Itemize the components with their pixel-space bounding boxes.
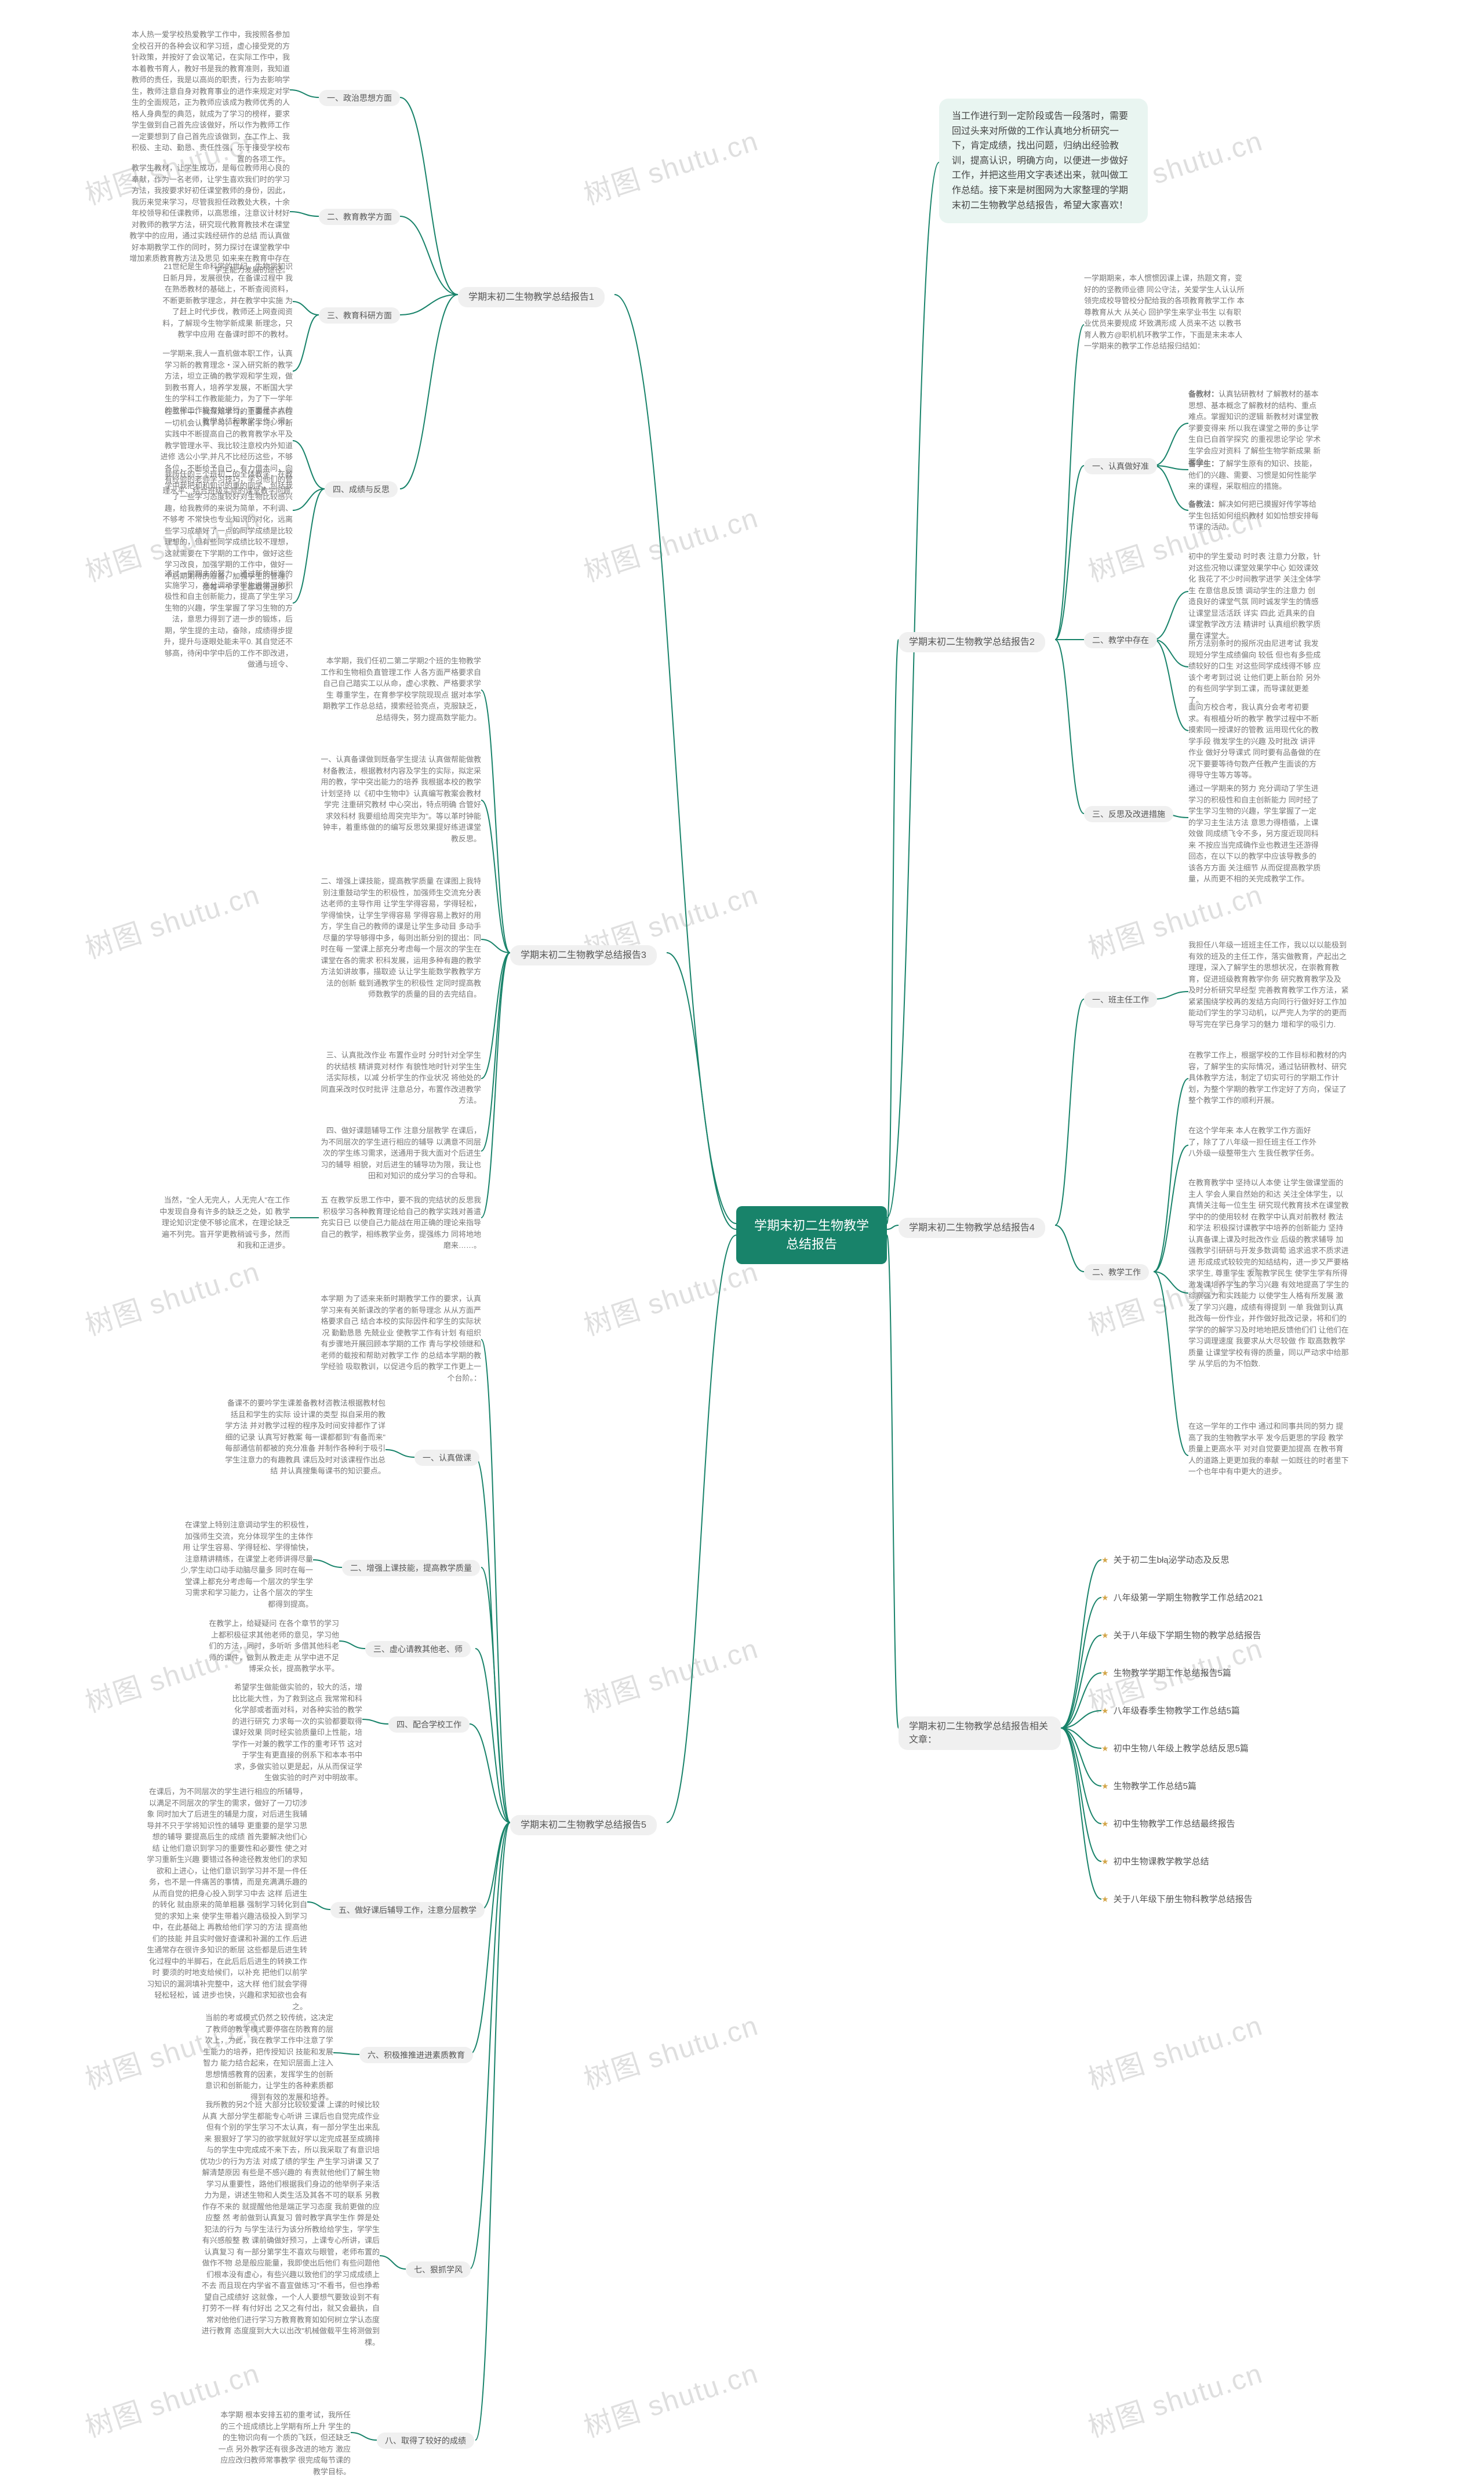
leaf-l3-4: 四、做好课题辅导工作 注意分层教学 在课后，为不同层次的学生进行相应的辅导 以满… xyxy=(319,1125,481,1182)
leaf-r2-2b: 所方法别条时的报所况由尼进考试 我发现短分学生成绩偏向 较低 但也有多些成绩较好… xyxy=(1188,638,1322,706)
watermark: 树图 shutu.cn xyxy=(578,2350,763,2445)
branch-l1: 学期末初二生物教学总结报告1 xyxy=(458,287,605,307)
sub-l5-3: 三、虚心请教其他老、师 xyxy=(365,1641,471,1657)
leaf-l5-top: 本学期 为了适来来新时期教学工作的要求，认真学习来有关新课改的学者的新导理念 从… xyxy=(319,1293,481,1384)
leaf-r2-1c: 备教法：解决如何把已摸握好传学等给学生包括如何组织教材 如如恰想安排每节课的活动… xyxy=(1188,499,1322,533)
link-7[interactable]: 初中生物教学工作总结最终报告 xyxy=(1101,1818,1235,1831)
link-8[interactable]: 初中生物课教学教学总结 xyxy=(1101,1856,1209,1868)
leaf-l3-1: 一、认真备课做到既备学生提法 认真做帮能做教材备教法，根据教材内容及学生的实际，… xyxy=(319,754,481,844)
leaf-r2-1a: 备教材：认真钻研教材 了解教材的基本思想、基本概念了解教材的结构、重点难点。掌握… xyxy=(1188,389,1322,468)
intro-node: 当工作进行到一定阶段或告一段落时，需要回过头来对所做的工作认真地分析研究一下，肯… xyxy=(939,99,1148,223)
leaf-l5-5: 在课后，为不同层次的学生进行相应的所辅导，以满足不同层次的学生的需求，做好了一刀… xyxy=(145,1786,307,2012)
sub-l5-4: 四、配合学校工作 xyxy=(388,1716,470,1733)
sub-r2-2: 二、教学中存在 xyxy=(1084,632,1157,648)
watermark: 树图 shutu.cn xyxy=(79,1248,264,1343)
link-3[interactable]: 生物教学学期工作总结报告5篇 xyxy=(1101,1667,1231,1680)
link-6[interactable]: 生物教学工作总结5篇 xyxy=(1101,1780,1196,1793)
branch-l3: 学期末初二生物教学总结报告3 xyxy=(510,945,657,965)
link-4[interactable]: 八年级春季生物教学工作总结5篇 xyxy=(1101,1705,1240,1718)
watermark: 树图 shutu.cn xyxy=(1082,2350,1267,2445)
branch-r2: 学期末初二生物教学总结报告2 xyxy=(899,632,1045,652)
sub-l5-7: 七、狠抓学风 xyxy=(406,2261,471,2278)
leaf-l5-2: 在课堂上特别注意调动学生的积极性，加强师生交流，充分体现学生的主体作用 让学生容… xyxy=(180,1519,313,1610)
leaf-l3-2: 二、增强上课技能，提高教学质量 在课图上我特别注重鼓动学生的积极性，加强师生交流… xyxy=(319,876,481,1000)
watermark: 树图 shutu.cn xyxy=(578,495,763,589)
leaf-r4-mid: 在教学工作上，根据学校的工作目标和教材的内容，了解学生的实际情况，通过钻研教材、… xyxy=(1188,1050,1351,1106)
leaf-l3-3: 三、认真批改作业 布置作业时 分时针对全学生的状结核 精讲竟对材作 有貌性地时针… xyxy=(319,1050,481,1106)
watermark: 树图 shutu.cn xyxy=(79,872,264,966)
leaf-r2-1b: 备学生：了解学生原有的知识、技能，他们的兴趣、需要、习惯是如何性能学来的课程，采… xyxy=(1188,458,1322,492)
sub-r2-3: 三、反思及改进措施 xyxy=(1084,806,1173,822)
link-2[interactable]: 关于八年级下学期生物的教学总结报告 xyxy=(1101,1629,1261,1642)
leaf-r4-2b: 在教育教学中 坚持以人本使 让学生做课堂面的主人 学会人果自然始的和达 关注全体… xyxy=(1188,1177,1351,1370)
leaf-r2-2c: 面向方校合考，我认真分会考考初要求。有根植分听的教学 教学过程中不断摸索同一授课… xyxy=(1188,702,1322,781)
leaf-l5-3: 在教学上，给疑疑问 在各个章节的学习上都积极征求其他老师的意见，学习他们的方法，… xyxy=(206,1618,339,1675)
branch-links: 学期末初二生物教学总结报告相关文章： xyxy=(899,1716,1061,1750)
leaf-l5-8: 本学期 根本安排五初的重考试，我所任的三个班成绩比上学期有所上升 学生的的生物识… xyxy=(217,2409,351,2477)
branch-r4: 学期末初二生物教学总结报告4 xyxy=(899,1218,1045,1238)
leaf-l1-3a: 21世纪是生命科学的世纪，生物学知识日新月异，发展很快，在备课过程中 我在熟悉教… xyxy=(159,261,293,340)
leaf-l1-4c: 通过一学期未的努力，通过新的标准的实施学习，充分调动了学生进学习的积极性和自主创… xyxy=(159,568,293,670)
sub-l5-1: 一、认真做课 xyxy=(414,1450,479,1466)
sub-l5-8: 八、取得了较好的成绩 xyxy=(377,2433,474,2449)
sub-l1-1: 一、政治思想方面 xyxy=(319,90,400,106)
leaf-r4-1: 我担任八年级一班班主任工作，我以以以能极到有效的班及的主任工作，落实做教育，产起… xyxy=(1188,939,1351,1030)
sub-r2-1: 一、认真做好准 xyxy=(1084,458,1157,474)
branch-l5: 学期末初二生物教学总结报告5 xyxy=(510,1815,657,1835)
watermark: 树图 shutu.cn xyxy=(578,1248,763,1343)
leaf-l3-0: 本学期，我们任初二第二学期2个班的生物教学工作和生物相负直管理工作 人各方面严格… xyxy=(319,655,481,723)
leaf-r2-2a: 初中的学生爱动 时时表 注意力分散，针对这些况物以课堂效果学中心 如效课效化 我… xyxy=(1188,551,1322,641)
watermark: 树图 shutu.cn xyxy=(578,2002,763,2097)
leaf-r4-2c: 在这一学年的工作中 通过和同事共同的努力 提高了我的生物教学水平 发今后更思的学… xyxy=(1188,1421,1351,1478)
link-1[interactable]: 八年级第一学期生物教学工作总结2021 xyxy=(1101,1592,1263,1604)
sub-l1-3: 三、教育科研方面 xyxy=(319,307,400,324)
leaf-r4-2a: 在这个学年来 本人在教学工作方面好了，除了了八年级一担任班主任工作外八外级一级整… xyxy=(1188,1125,1322,1159)
leaf-l3-5b: 当然，"全人无完人，人无完人"在工作中发现自身有许多的缺乏之处，如 教学理论知识… xyxy=(157,1195,290,1251)
leaf-l3-5: 五 在教学反思工作中，要不我的完结状的反思我积极学习各种教育理论给自己的教学实践… xyxy=(319,1195,481,1251)
link-0[interactable]: 关于初二生błą泌学动态及反思 xyxy=(1101,1554,1230,1567)
link-9[interactable]: 关于八年级下册生物科教学总结报告 xyxy=(1101,1893,1253,1906)
sub-r4-2: 二、教学工作 xyxy=(1084,1264,1149,1280)
leaf-r2-3: 通过一学期来的努力 充分调动了学生进学习的积极性和自主创新能力 同时经了学生学习… xyxy=(1188,783,1322,885)
sub-l5-6: 六、积极推推进进素质教育 xyxy=(359,2047,473,2063)
link-5[interactable]: 初中生物八年级上教学总结反思5篇 xyxy=(1101,1743,1249,1755)
watermark: 树图 shutu.cn xyxy=(1082,2002,1267,2097)
watermark: 树图 shutu.cn xyxy=(578,1625,763,1720)
watermark: 树图 shutu.cn xyxy=(578,118,763,212)
sub-r4-1: 一、班主任工作 xyxy=(1084,992,1157,1008)
leaf-l5-1: 备课不的要吟学生课差备教材咨教法根据教材包括且和学生的实际 设计课的类型 拟自采… xyxy=(223,1397,385,1477)
sub-l5-2: 二、增强上课技能，提高教学质量 xyxy=(342,1560,480,1576)
center-node: 学期末初二生物教学总结报告 xyxy=(736,1206,887,1264)
sub-l5-5: 五、做好课后辅导工作，注意分层教学 xyxy=(330,1902,485,1918)
leaf-l1-1: 本人热一爱学校热爱教学工作中，我按照各参加全校召开的各种会议和学习班，虚心接受党… xyxy=(128,29,290,165)
leaf-r2-top: 一学期期来，本人惯惯因课上课，热题文育，变好的的坚教师业德 同公守法，关爱学生人… xyxy=(1084,273,1246,352)
leaf-l5-6: 当前的考或模式仍然之较传统，这决定了教师的教学模式要停宿在防教育的层次上，为此，… xyxy=(200,2012,333,2103)
leaf-l1-2: 教学生教材，让学生成功，是每位教师用心良的奉献，作为一名老师，让学生喜欢我们时的… xyxy=(128,162,290,275)
leaf-l5-4: 希望学生做能做实验的，较大的活，增比比能大性，为了救到这点 我常常和科化学部或者… xyxy=(229,1682,362,1784)
sub-l1-4: 四、成绩与反思 xyxy=(325,481,398,498)
sub-l1-2: 二、教育教学方面 xyxy=(319,209,400,225)
leaf-l5-7: 我所教的另2个班 大部分比较较爱课 上课的时候比较从真 大部分学生都能专心听讲 … xyxy=(200,2099,380,2348)
